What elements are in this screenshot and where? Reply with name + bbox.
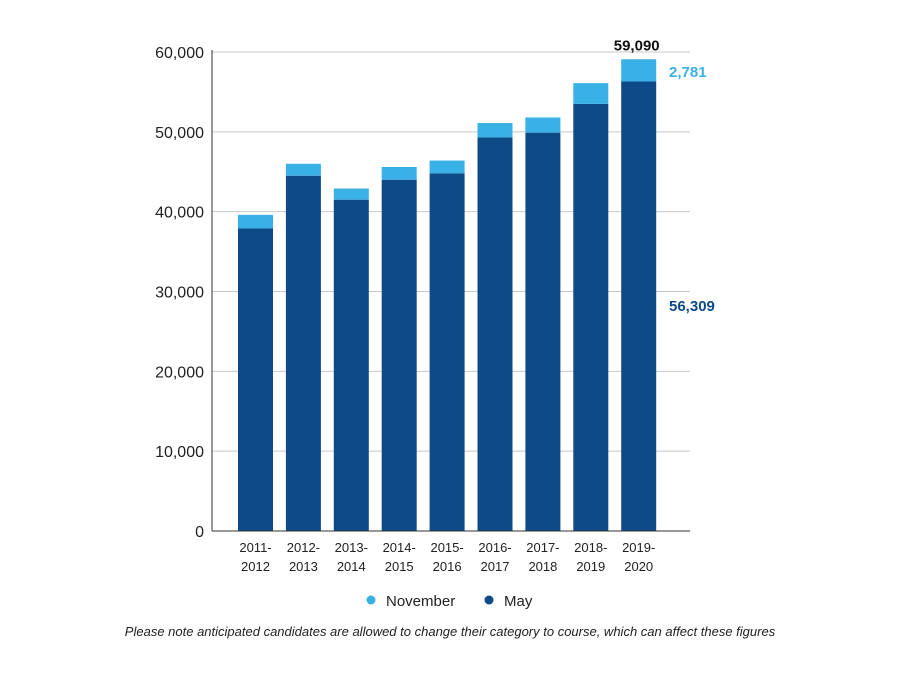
bar-may	[381, 179, 417, 531]
x-tick-label: 2019-	[622, 540, 655, 555]
y-axis-ticks: 0 10,000 20,000 30,000 40,000 50,000 60,000	[155, 45, 204, 541]
legend-label: May	[504, 593, 533, 610]
bar-november	[429, 160, 465, 174]
bar-may	[238, 228, 273, 531]
footnote: Please note anticipated candidates are a…	[124, 624, 776, 639]
y-tick-label: 40,000	[155, 205, 204, 222]
bar-may	[477, 137, 513, 531]
annotations: 59,090 2,781 56,309	[614, 37, 715, 315]
bar-november	[285, 163, 321, 176]
y-tick-label: 60,000	[155, 45, 204, 62]
bar-may	[573, 103, 609, 532]
bars	[238, 59, 657, 532]
bar-november	[381, 166, 417, 180]
bar-november	[238, 214, 273, 229]
y-tick-label: 10,000	[155, 444, 204, 461]
bar-november	[525, 117, 561, 133]
bar-may	[429, 173, 465, 531]
x-tick-label: 2017-	[526, 540, 559, 555]
bar-may	[333, 199, 369, 532]
bar-may	[525, 132, 561, 532]
x-tick-label: 2014	[337, 559, 366, 574]
x-tick-label: 2013-	[335, 540, 368, 555]
x-tick-label: 2017	[481, 559, 510, 574]
y-tick-label: 0	[195, 524, 204, 541]
x-tick-label: 2015	[385, 559, 414, 574]
x-tick-label: 2011-	[239, 540, 271, 555]
legend: November May	[366, 593, 533, 610]
x-tick-label: 2020	[624, 559, 653, 574]
x-tick-label: 2019	[576, 559, 605, 574]
bar-may	[285, 175, 321, 531]
legend-marker	[484, 595, 494, 605]
may-annotation: 56,309	[669, 298, 715, 315]
y-tick-label: 20,000	[155, 364, 204, 381]
bar-november	[573, 83, 609, 104]
x-tick-label: 2014-	[383, 540, 416, 555]
x-tick-label: 2016-	[478, 540, 511, 555]
x-tick-label: 2018	[528, 559, 557, 574]
legend-marker	[366, 595, 376, 605]
bar-november	[477, 123, 513, 138]
x-axis-labels: 2011- 2012 2012- 2013 2013- 2014 2014- 2015 2015…	[239, 540, 655, 574]
total-annotation: 59,090	[614, 37, 660, 54]
bar-november	[333, 188, 369, 200]
y-tick-label: 50,000	[155, 125, 204, 142]
bar-november	[621, 59, 657, 82]
bar-may	[621, 81, 657, 531]
november-annotation: 2,781	[669, 64, 707, 81]
y-tick-label: 30,000	[155, 285, 204, 302]
x-tick-label: 2015-	[430, 540, 463, 555]
legend-label: November	[386, 593, 455, 610]
x-tick-label: 2016	[433, 559, 462, 574]
x-tick-label: 2012-	[287, 540, 320, 555]
x-tick-label: 2013	[289, 559, 318, 574]
x-tick-label: 2012	[241, 559, 270, 574]
x-tick-label: 2018-	[574, 540, 607, 555]
